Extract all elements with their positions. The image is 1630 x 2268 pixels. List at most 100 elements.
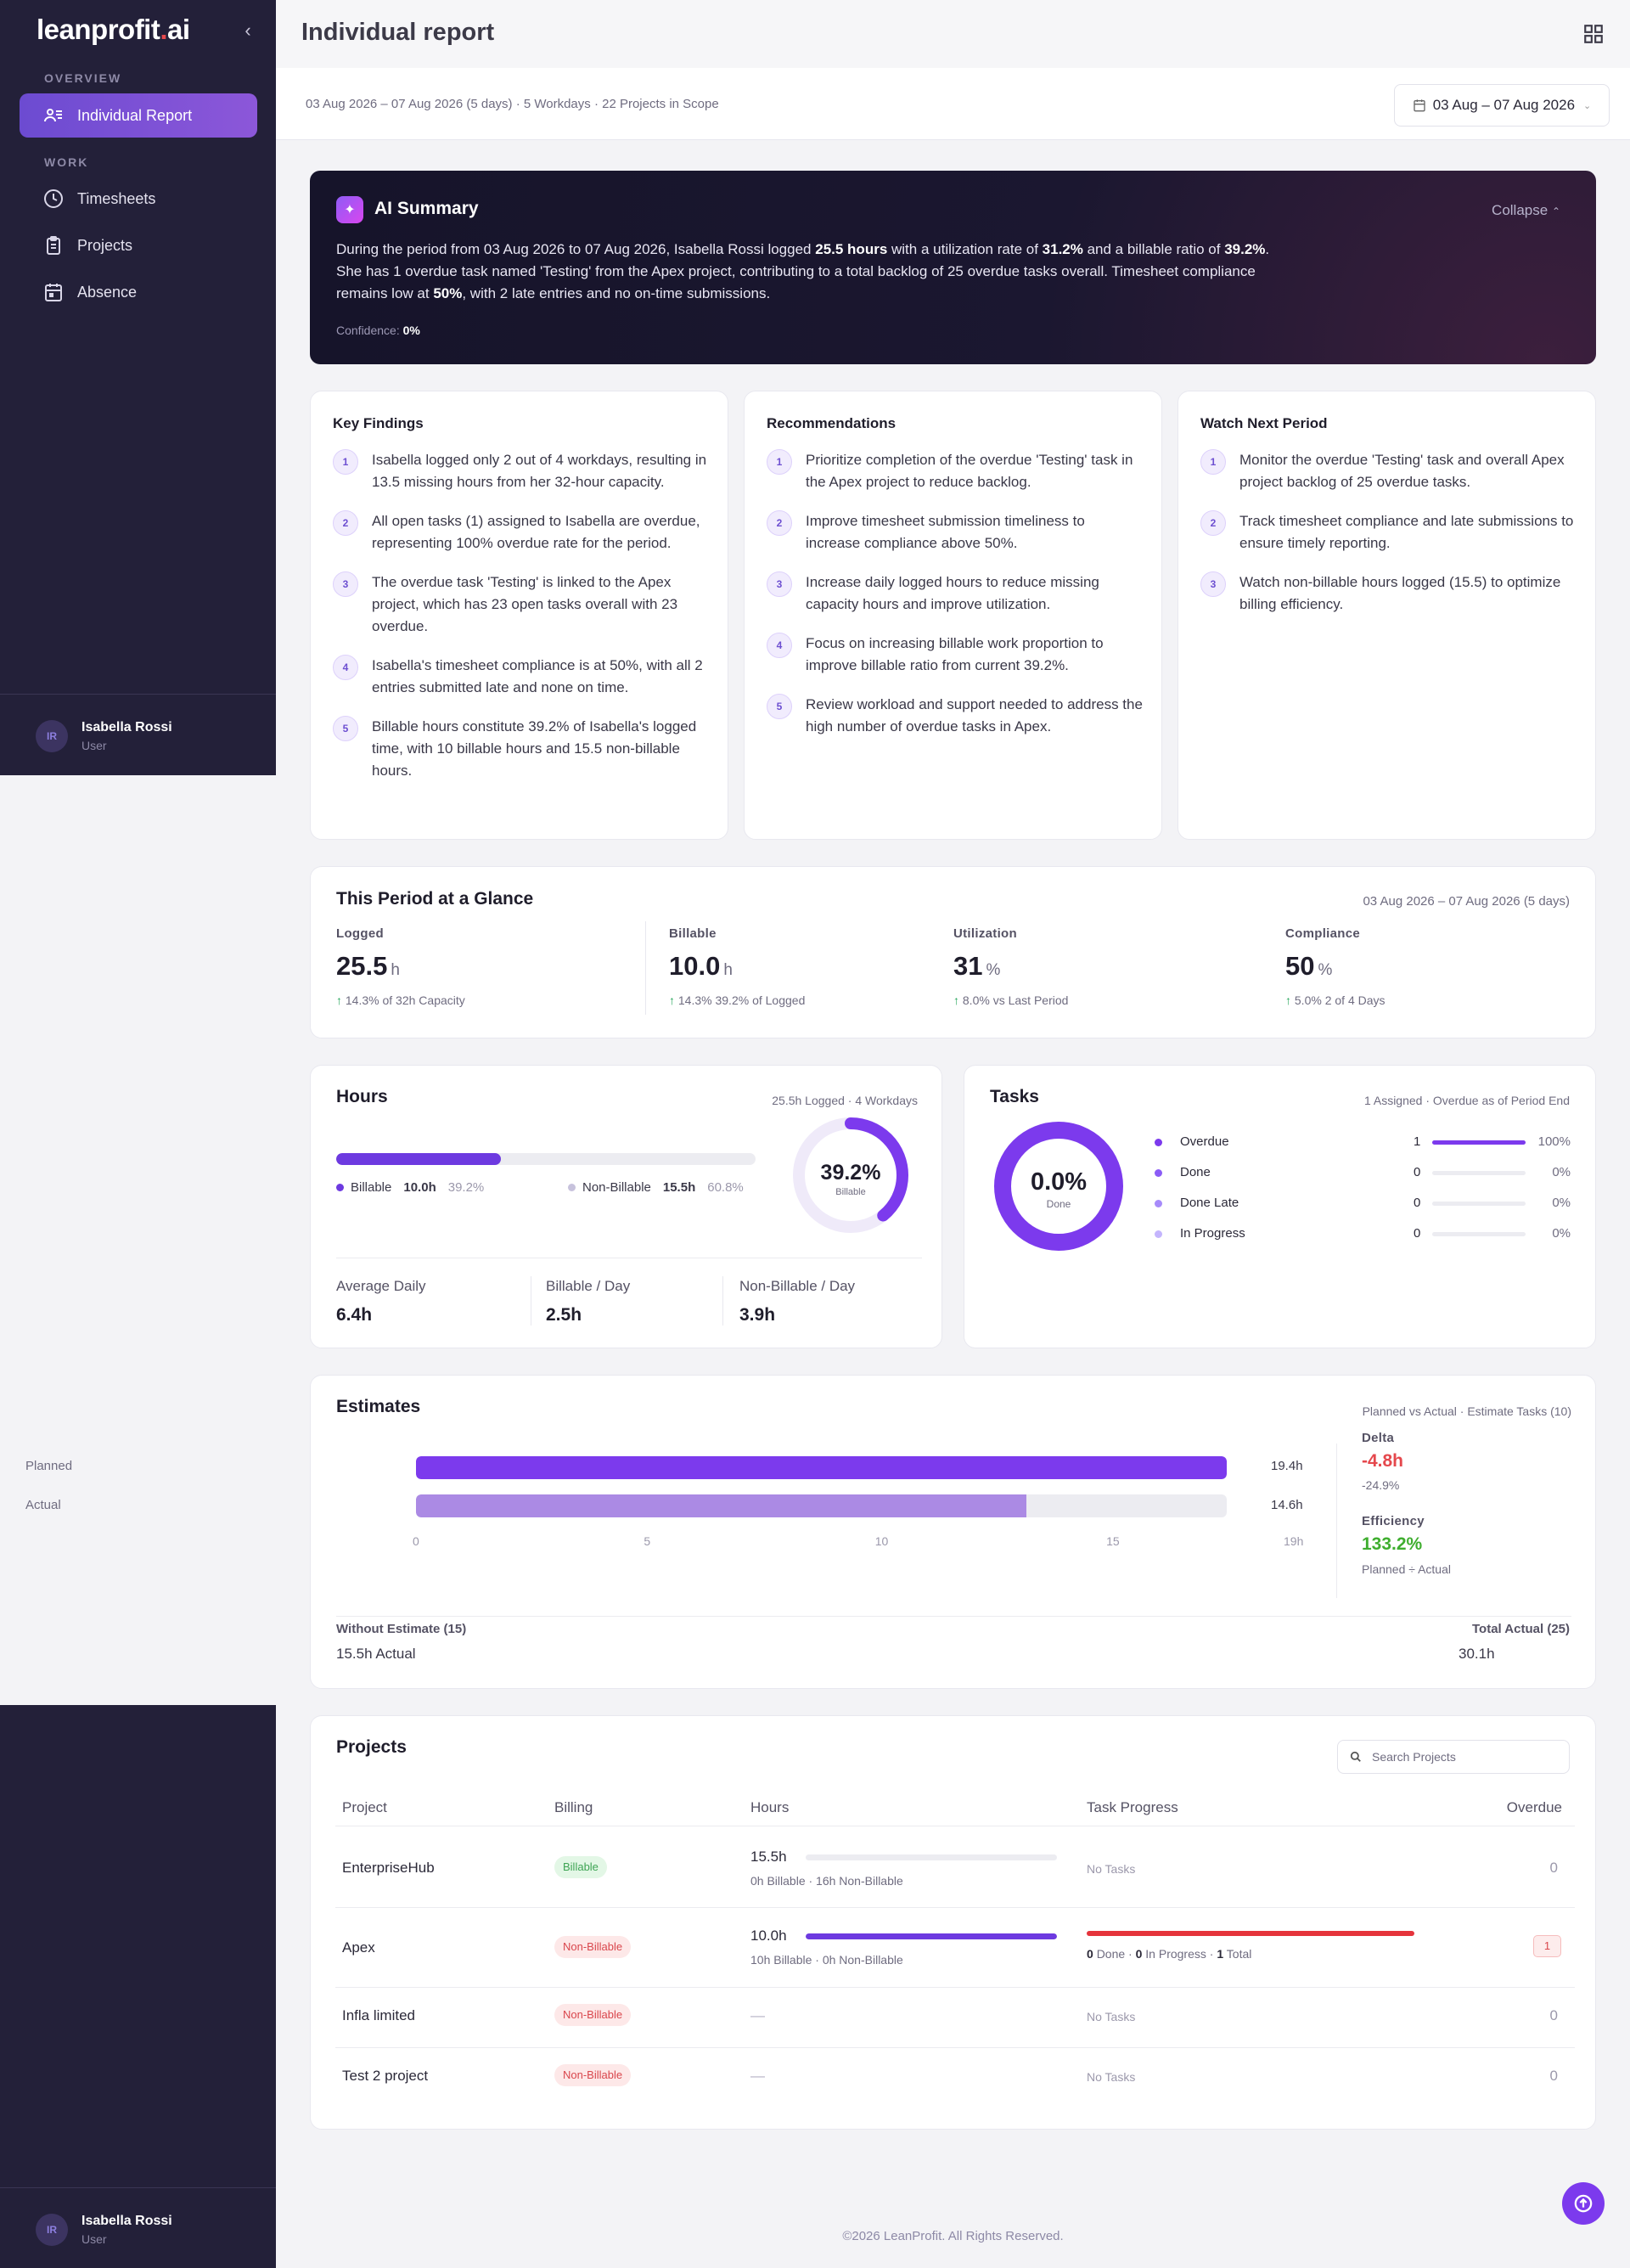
- sidebar-item-projects[interactable]: Projects: [20, 223, 257, 267]
- status-dot: [1155, 1230, 1162, 1238]
- scroll-top-button[interactable]: [1562, 2182, 1605, 2225]
- col-overdue[interactable]: Overdue: [1506, 1799, 1562, 1815]
- key-findings-card: Key Findings 1 Isabella logged only 2 out…: [310, 391, 728, 840]
- search-input[interactable]: Search Projects: [1337, 1740, 1570, 1774]
- billable-progress-bar: [806, 1933, 1057, 1939]
- col-hours[interactable]: Hours: [750, 1799, 790, 1815]
- task-status-bar: [1432, 1171, 1526, 1175]
- axis-tick-label: 15: [1106, 1534, 1120, 1548]
- glance-range: 03 Aug 2026 – 07 Aug 2026 (5 days): [1363, 894, 1570, 909]
- actual-bar: [416, 1494, 1227, 1517]
- svg-text:0.0%: 0.0%: [1031, 1168, 1087, 1196]
- finding-text: Increase daily logged hours to reduce mi…: [806, 574, 1099, 612]
- date-range-picker[interactable]: 03 Aug – 07 Aug 2026 ⌄: [1394, 84, 1610, 127]
- finding-text: The overdue task 'Testing' is linked to …: [372, 574, 678, 634]
- arrow-up-icon: ↑: [953, 993, 959, 1007]
- ai-summary-text: During the period from 03 Aug 2026 to 07…: [336, 241, 1270, 301]
- logo[interactable]: leanprofit.ai: [37, 14, 190, 45]
- efficiency-sub: Planned ÷ Actual: [1362, 1562, 1451, 1576]
- clipboard-icon: [47, 236, 60, 255]
- tasks-card: Tasks 1 Assigned · Overdue as of Period …: [964, 1065, 1596, 1348]
- number-badge: 2: [333, 510, 358, 536]
- stat-nonbillable-day: Non-Billable / Day 3.9h: [739, 1278, 856, 1325]
- done-donut: 0.0% Done: [994, 1122, 1123, 1251]
- legend-billable: Billable 10.0h 39.2%: [336, 1180, 484, 1195]
- user-role: User: [82, 739, 107, 752]
- finding-text: Isabella's timesheet compliance is at 50…: [372, 657, 703, 695]
- billing-badge: Billable: [554, 1856, 607, 1878]
- list-item: 5 Billable hours constitute 39.2% of Isab…: [333, 716, 709, 782]
- axis-tick-label: 10: [874, 1534, 889, 1548]
- ai-summary-title: AI Summary: [374, 199, 479, 218]
- number-badge: 3: [333, 571, 358, 597]
- tasks-meta: 1 Assigned · Overdue as of Period End: [1363, 1094, 1570, 1107]
- list-item: 2 All open tasks (1) assigned to Isabella…: [333, 510, 709, 554]
- finding-text: All open tasks (1) assigned to Isabella …: [372, 513, 700, 551]
- projects-card: Projects: [310, 1715, 1596, 2130]
- stat-logged: Logged 25.5 h ↑ 14.3% of 32h Capacity: [336, 926, 465, 1007]
- col-task-progress[interactable]: Task Progress: [1087, 1799, 1178, 1815]
- key-findings-title: Key Findings: [333, 415, 424, 431]
- estimates-meta: Planned vs Actual · Estimate Tasks (10): [1362, 1404, 1571, 1418]
- user-name: Isabella Rossi: [82, 720, 172, 734]
- collapse-sidebar-icon[interactable]: ‹: [244, 20, 251, 41]
- period-meta: 03 Aug 2026 – 07 Aug 2026 (5 days) · 5 W…: [306, 97, 719, 111]
- section-overview-label: OVERVIEW: [44, 71, 122, 85]
- number-badge: 2: [1200, 510, 1226, 536]
- list-item: 1 Prioritize completion of the overdue 'T…: [767, 449, 1143, 493]
- arrow-up-icon: ↑: [336, 993, 342, 1007]
- user-profile[interactable]: IR Isabella Rossi User: [0, 694, 276, 775]
- billable-progress-bar: [806, 1854, 1057, 1860]
- list-item: 1 Isabella logged only 2 out of 4 workday…: [333, 449, 709, 493]
- collapse-button[interactable]: Collapse ⌃: [1492, 202, 1560, 218]
- list-item: 1 Monitor the overdue 'Testing' task and …: [1200, 449, 1577, 493]
- planned-label: Planned: [25, 1459, 73, 1473]
- axis-tick-label: 19h: [1284, 1534, 1304, 1548]
- task-status-bar: [1432, 1232, 1526, 1236]
- grid-icon[interactable]: [1582, 23, 1605, 45]
- without-estimate-label: Without Estimate (15): [336, 1622, 467, 1636]
- list-item: 3 Watch non-billable hours logged (15.5) …: [1200, 571, 1577, 616]
- sidebar-item-individual-report[interactable]: Individual Report: [20, 93, 257, 138]
- billing-badge: Non-Billable: [554, 2064, 632, 2086]
- avatar: IR: [36, 2214, 68, 2246]
- finding-text: Improve timesheet submission timeliness …: [806, 513, 1085, 551]
- confidence: Confidence: 0%: [336, 324, 420, 337]
- user-profile-lower[interactable]: IR Isabella Rossi User: [0, 2187, 276, 2268]
- sidebar-item-timesheets[interactable]: Timesheets: [20, 177, 257, 221]
- hours-title: Hours: [336, 1087, 388, 1106]
- clock-icon: [44, 189, 63, 208]
- estimates-title: Estimates: [336, 1397, 421, 1416]
- actual-label: Actual: [25, 1498, 61, 1512]
- number-badge: 4: [767, 633, 792, 658]
- efficiency-label: Efficiency: [1362, 1514, 1425, 1528]
- finding-text: Isabella logged only 2 out of 4 workdays…: [372, 452, 707, 490]
- number-badge: 1: [333, 449, 358, 475]
- delta-pct: -24.9%: [1362, 1478, 1400, 1492]
- recommendations-card: Recommendations 1 Prioritize completion o…: [744, 391, 1162, 840]
- task-status-row: Done 0 0%: [1155, 1164, 1571, 1181]
- sidebar-item-absence[interactable]: Absence: [20, 270, 257, 314]
- task-status-bar: [1432, 1140, 1526, 1145]
- arrow-up-icon: [1574, 2194, 1593, 2213]
- col-project[interactable]: Project: [342, 1799, 387, 1815]
- stat-utilization: Utilization 31% ↑ 8.0% vs Last Period: [953, 926, 1069, 1007]
- task-status-row: In Progress 0 0%: [1155, 1225, 1571, 1242]
- delta-label: Delta: [1362, 1431, 1395, 1445]
- number-badge: 3: [1200, 571, 1226, 597]
- finding-text: Billable hours constitute 39.2% of Isabe…: [372, 718, 697, 779]
- projects-title: Projects: [336, 1737, 407, 1757]
- planned-bar: [416, 1456, 1227, 1479]
- list-item: 4 Isabella's timesheet compliance is at 5…: [333, 655, 709, 699]
- efficiency-value: 133.2%: [1362, 1534, 1423, 1554]
- finding-text: Track timesheet compliance and late subm…: [1239, 513, 1574, 551]
- chevron-up-icon: ⌃: [1551, 205, 1560, 217]
- total-actual-value: 30.1h: [1459, 1646, 1495, 1662]
- chevron-down-icon: ⌄: [1583, 100, 1592, 111]
- list-item: 3 The overdue task 'Testing' is linked to…: [333, 571, 709, 638]
- col-billing[interactable]: Billing: [554, 1799, 593, 1815]
- finding-text: Focus on increasing billable work propor…: [806, 635, 1104, 673]
- ai-summary-panel: ✦ AI Summary Collapse ⌃ During the perio…: [310, 171, 1596, 364]
- list-item: 4 Focus on increasing billable work propo…: [767, 633, 1143, 677]
- delta-value: -4.8h: [1362, 1451, 1404, 1471]
